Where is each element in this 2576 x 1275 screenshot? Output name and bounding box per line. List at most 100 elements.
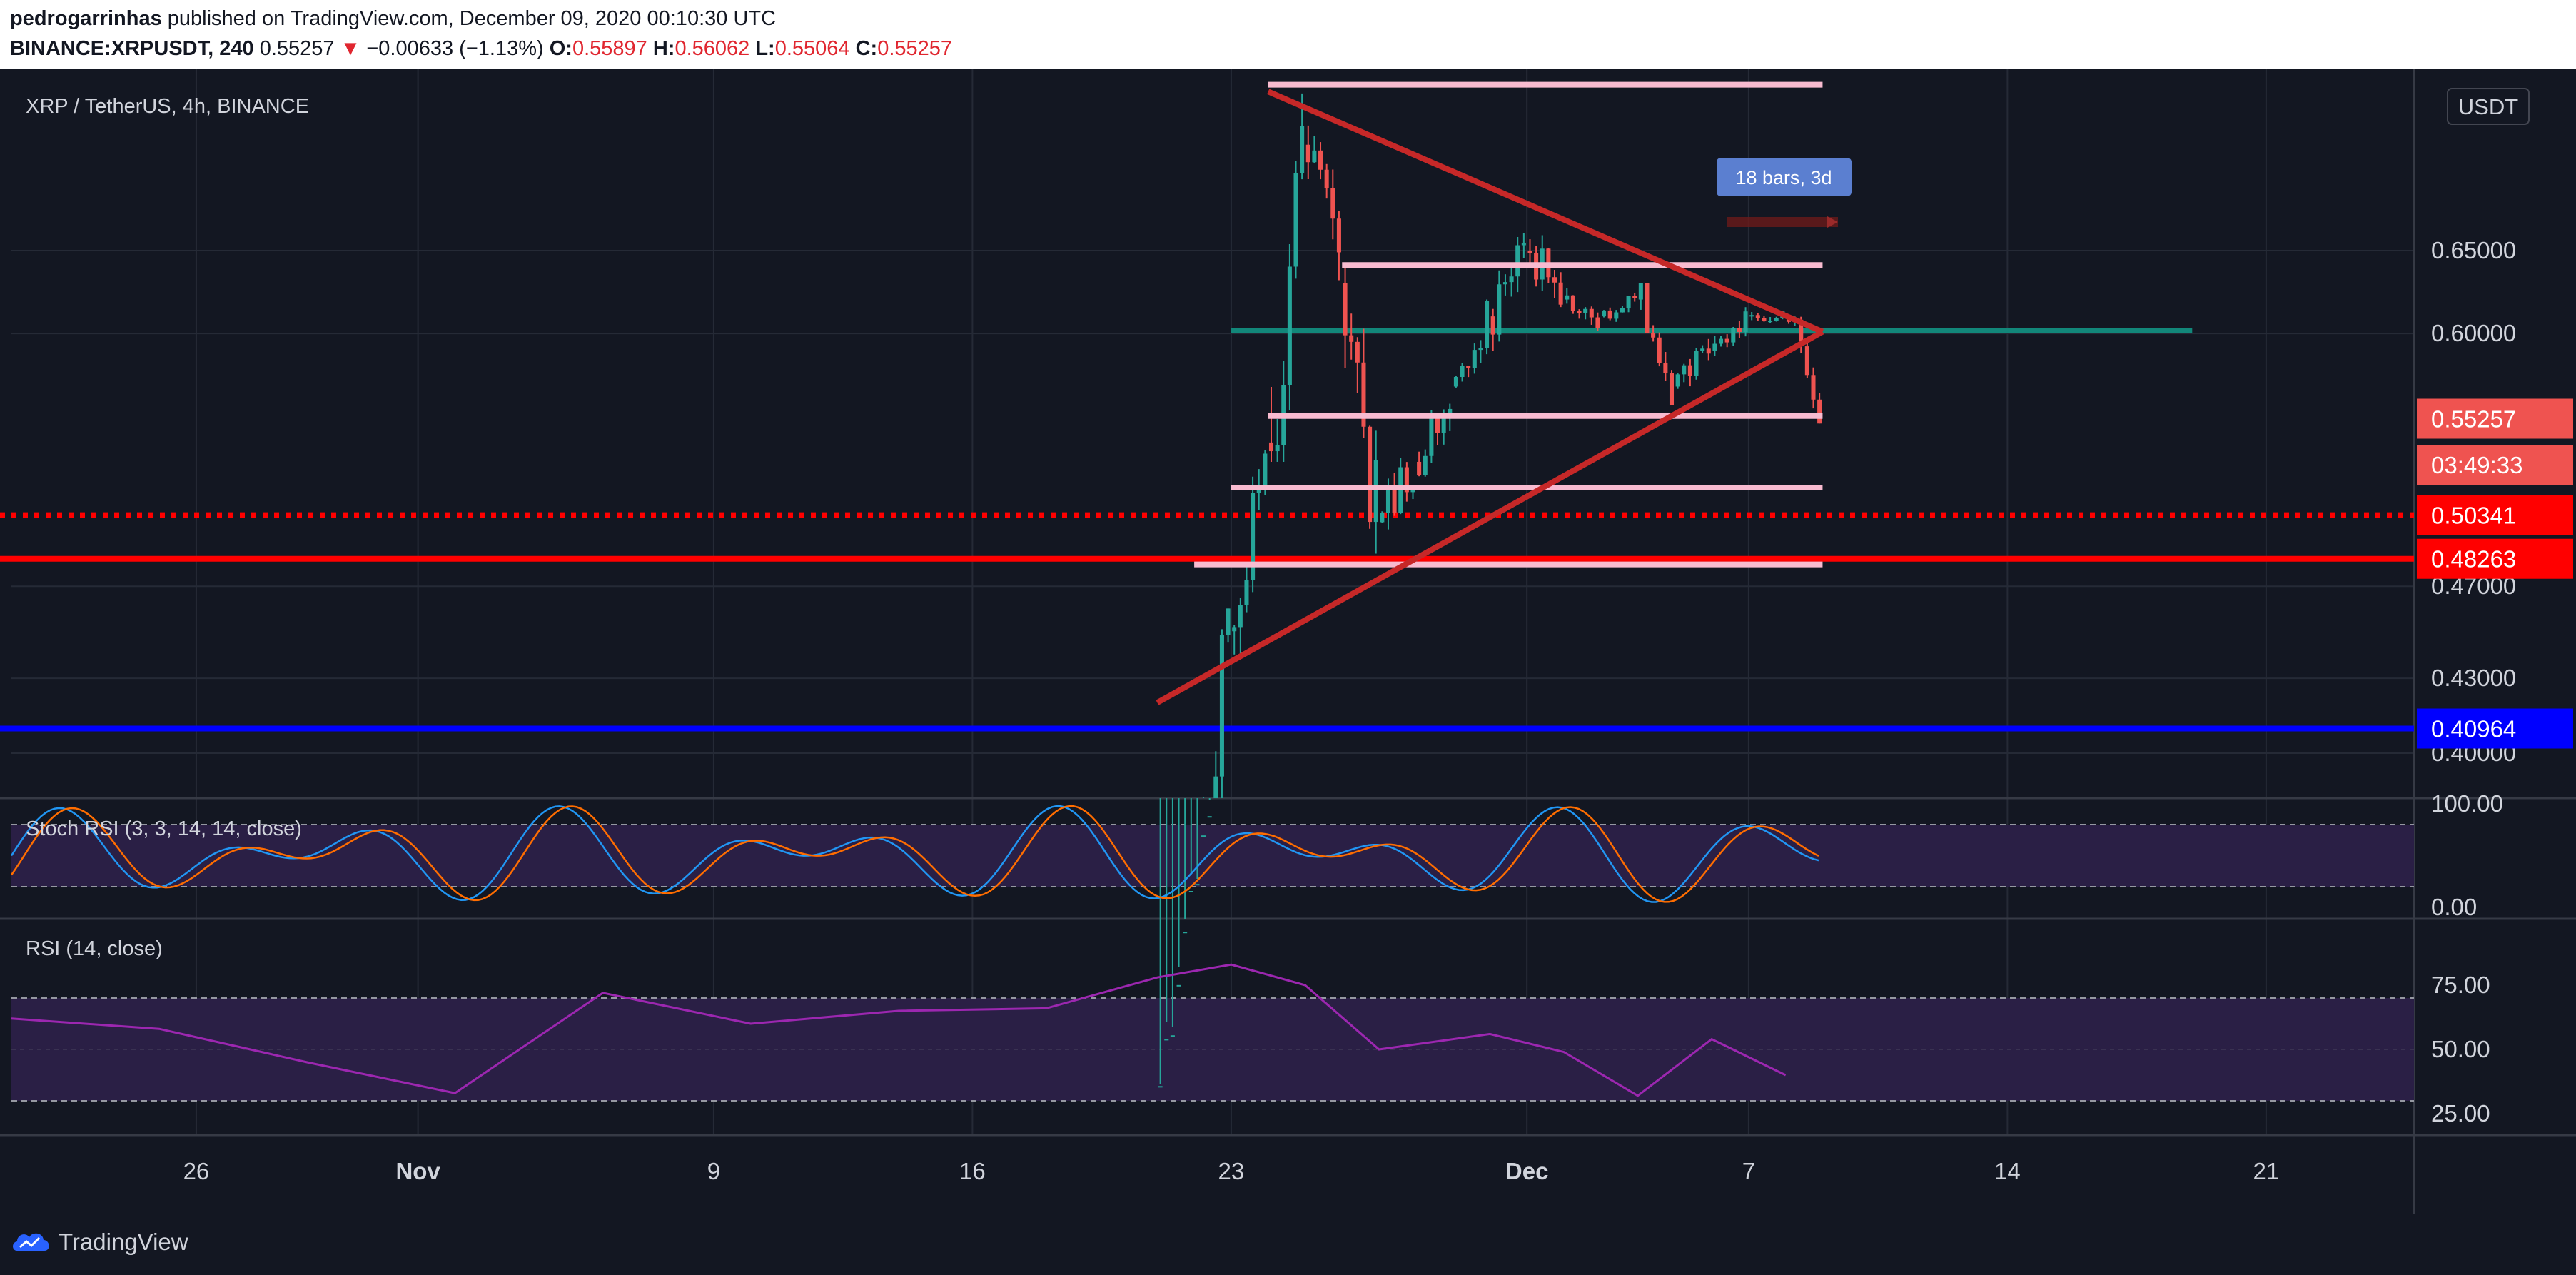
candle-body [1355,341,1360,363]
close-value: 0.55257 [877,37,953,60]
candle-body [1336,218,1341,253]
measure-label-bg[interactable] [1717,158,1852,196]
price-tick-label: 0.60000 [2431,320,2516,346]
low-value: 0.55064 [774,37,850,60]
time-tick-label: 23 [1218,1158,1245,1184]
candle-body [1762,318,1767,322]
publish-info: pedrogarrinhas published on TradingView.… [10,7,776,31]
time-tick-label: 7 [1742,1158,1755,1184]
tradingview-logo[interactable]: TradingView [10,1228,188,1256]
price-tag-label: 0.48263 [2431,546,2516,573]
stoch-rsi-title: Stoch RSI (3, 3, 14, 14, close) [26,817,302,840]
price-axis[interactable]: 0.650000.600000.470000.430000.40000100.0… [2431,237,2516,1127]
candle-body [1466,366,1471,368]
candle-body [1263,453,1268,489]
candle-body [1226,608,1231,635]
measure-arrow-icon [1827,216,1838,228]
time-axis[interactable]: 26 Nov 9 16 23 Dec 7 14 21 [183,1158,2280,1184]
triangle-pattern [1156,89,1824,705]
time-tick-label: 14 [1994,1158,2021,1184]
time-tick-label: Dec [1505,1158,1549,1184]
candle-body [1804,346,1809,376]
candle-body [1361,362,1366,427]
candle-body [1595,317,1600,328]
triangle-upper-line [1267,89,1824,335]
candle-body [1706,348,1711,354]
candle-body [1238,605,1243,628]
candle-body [1268,442,1274,452]
time-tick-label: 9 [707,1158,720,1184]
candle-body [1300,126,1305,173]
candle-body [1441,416,1446,433]
candle-body [1712,343,1717,351]
candle-body [1645,283,1650,333]
candle-body [1687,365,1692,376]
candle-body [1497,284,1502,335]
chart-canvas[interactable]: 0.650000.600000.470000.430000.40000100.0… [0,69,2576,1214]
candle-body [1164,1039,1169,1041]
candle-body [1521,242,1526,246]
close-label: C: [855,37,878,60]
candle-body [1663,363,1668,374]
candle-body [1324,169,1329,188]
range-lines [1194,81,1823,568]
candle-body [1195,884,1200,886]
candle-body [1558,282,1563,305]
rsi-line [11,963,1787,1097]
candle-body [1527,251,1532,253]
candle-body [1768,321,1773,323]
candle-body [1232,627,1237,632]
candle-body [1485,301,1490,348]
candle-body [1251,493,1256,580]
candle-body [1417,461,1422,475]
currency-button-label[interactable]: USDT [2458,94,2518,119]
last-price: 0.55257 [259,37,335,60]
stoch-d-line [10,805,1819,903]
candle-body [1743,311,1748,333]
candle-body [1614,312,1619,319]
currency-button[interactable]: USDT [2447,88,2530,125]
candle-body [1490,316,1495,335]
candle-body [1731,328,1736,343]
measure-tool[interactable]: 18 bars, 3d [1717,158,1852,228]
candle-body [1570,295,1575,311]
candle-body [1577,311,1582,313]
candle-body [1565,295,1570,300]
candle-body [1392,488,1397,513]
publisher-name[interactable]: pedrogarrinhas [10,7,162,30]
candle-body [1749,315,1754,317]
candle-body [1583,308,1588,313]
time-tick-label: 16 [959,1158,986,1184]
candle-body [1176,984,1181,987]
publication-header: pedrogarrinhas published on TradingView.… [0,0,2576,69]
candle-body [1349,335,1354,342]
measure-label[interactable]: 18 bars, 3d [1735,167,1832,188]
price-tag-bg [2417,398,2573,439]
candle-body [1502,282,1507,285]
stoch-tick-label: 100.00 [2431,790,2503,817]
symbol-info: BINANCE:XRPUSDT, 240 0.55257 ▼ −0.00633 … [10,37,952,61]
rsi-tick-label: 75.00 [2431,972,2490,998]
candle-body [1651,333,1656,338]
rsi-tick-label: 25.00 [2431,1100,2490,1127]
candle-body [1478,348,1483,351]
candle-body [1385,488,1390,513]
candle-body [1632,296,1637,298]
price-tag-label: 03:49:33 [2431,452,2522,478]
candle-body [1626,296,1631,308]
currency-button-bg[interactable] [2447,88,2530,125]
stoch-rsi-lines [10,805,1819,903]
candle-body [1423,455,1428,475]
candle-body [1724,338,1729,343]
chart-frame[interactable]: 0.65000 0.60000 0.47000 0.43000 0.40000 100.0… [0,69,2576,1214]
candles [1158,93,1822,1088]
open-value: 0.55897 [572,37,647,60]
candle-body [1188,890,1193,892]
open-label: O: [549,37,572,60]
rsi-title: RSI (14, close) [26,937,163,960]
published-text: published on TradingView.com, December 0… [167,7,777,30]
chart-title: XRP / TetherUS, 4h, BINANCE [26,95,309,118]
low-label: L: [755,37,775,60]
candle-body [1460,366,1465,378]
price-tick-label: 0.43000 [2431,665,2516,691]
